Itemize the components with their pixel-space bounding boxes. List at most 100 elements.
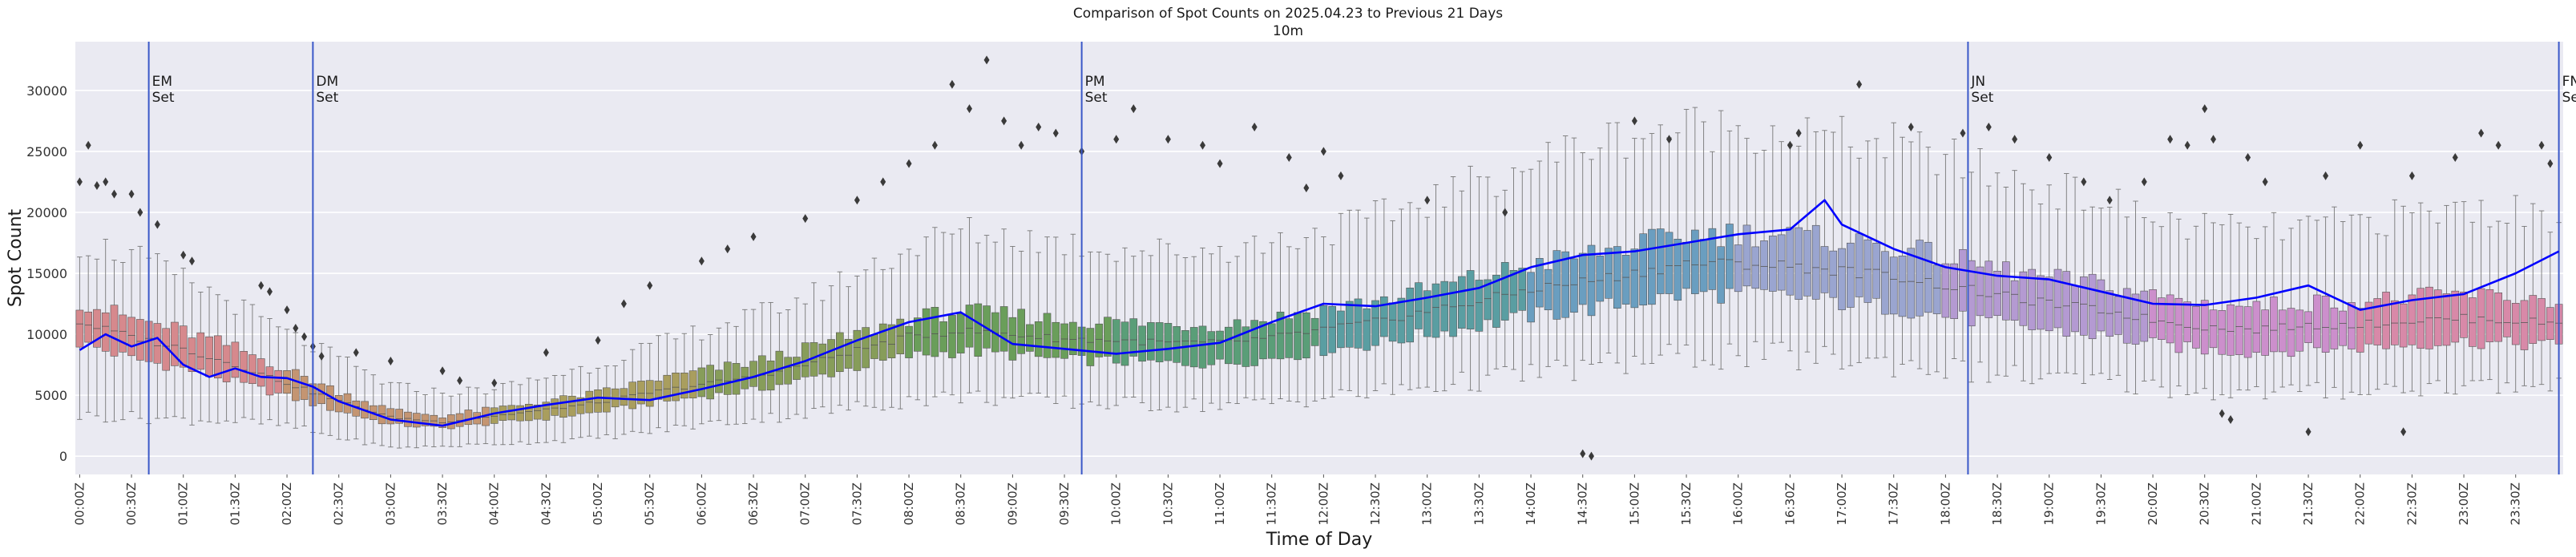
y-tick-label: 15000: [26, 266, 67, 281]
outlier-point: [2046, 153, 2053, 163]
x-tick-label: 15:00Z: [1627, 482, 1641, 526]
event-label: EM: [152, 74, 172, 90]
outlier-point: [1113, 135, 1120, 144]
box: [1932, 264, 1941, 314]
outlier-point: [2408, 171, 2415, 180]
box: [1578, 252, 1587, 305]
x-tick-label: 07:30Z: [850, 482, 864, 526]
axes: 0 5000 10000 15000 20000 25000 30000 00:00Z 00:3…: [26, 83, 2523, 526]
box: [1596, 256, 1605, 302]
event-markers: EMSetDMSetPMSetJNSetFNSet: [147, 42, 2576, 474]
box: [723, 361, 732, 395]
x-tick-label: 06:30Z: [746, 482, 761, 526]
box: [706, 365, 714, 400]
box: [1026, 324, 1034, 352]
box: [205, 336, 213, 377]
box: [1916, 240, 1924, 317]
outlier-point: [595, 336, 601, 345]
outlier-point: [76, 177, 83, 187]
box: [119, 314, 127, 353]
box: [2304, 311, 2312, 343]
box: [1363, 308, 1371, 351]
x-tick-label: 14:00Z: [1524, 482, 1538, 526]
box: [914, 317, 922, 352]
box: [793, 357, 801, 380]
outlier-point: [284, 305, 290, 315]
outlier-point: [85, 140, 91, 150]
box: [2417, 288, 2425, 349]
outlier-point: [1018, 140, 1024, 150]
box: [84, 311, 92, 343]
box: [1941, 263, 1950, 318]
outlier-point: [1320, 147, 1326, 156]
box: [2071, 285, 2079, 333]
box: [2218, 310, 2227, 355]
event-label: Set: [1085, 90, 1108, 106]
box: [395, 409, 403, 424]
y-tick-label: 0: [59, 449, 67, 464]
box: [1173, 326, 1181, 363]
x-tick-label: 08:00Z: [902, 482, 916, 526]
box: [1345, 301, 1354, 348]
box: [1129, 318, 1138, 357]
box: [1458, 276, 1466, 329]
box: [1225, 326, 1233, 365]
outlier-point: [725, 244, 731, 254]
box: [1086, 328, 1095, 366]
box: [1795, 227, 1803, 300]
box: [1388, 302, 1397, 342]
box: [265, 366, 274, 396]
box: [1889, 256, 1898, 315]
box: [2373, 298, 2382, 345]
outlier-point: [2452, 153, 2458, 163]
outlier-point: [387, 357, 394, 366]
box: [101, 312, 110, 352]
box: [153, 323, 162, 364]
outlier-point: [2184, 140, 2190, 150]
box: [2538, 298, 2546, 341]
box: [256, 358, 265, 387]
x-tick-label: 01:30Z: [228, 482, 242, 526]
box: [732, 363, 741, 395]
box: [680, 373, 688, 399]
box: [887, 324, 896, 358]
x-tick-label: 13:00Z: [1420, 482, 1435, 526]
x-axis-label: Time of Day: [1266, 530, 1372, 550]
box: [1147, 322, 1155, 361]
outlier-point: [2219, 409, 2225, 418]
box: [1881, 251, 1889, 315]
box: [965, 305, 974, 348]
box: [1060, 323, 1068, 359]
box: [715, 369, 723, 394]
box: [2010, 280, 2019, 321]
box: [1198, 325, 1207, 369]
outlier-point: [2305, 427, 2312, 437]
box: [2382, 292, 2390, 349]
box: [818, 343, 827, 375]
box: [1233, 319, 1242, 365]
outlier-point: [189, 256, 195, 266]
box: [2511, 303, 2520, 345]
box: [905, 325, 913, 358]
x-tick-label: 18:30Z: [1990, 482, 2005, 526]
box: [1674, 239, 1682, 301]
box: [2321, 296, 2330, 353]
box: [1120, 321, 1129, 366]
box: [948, 315, 956, 358]
box: [1682, 241, 1690, 289]
box: [672, 372, 680, 402]
box: [1104, 317, 1112, 357]
box: [1034, 321, 1043, 357]
box: [784, 357, 792, 385]
box: [2494, 292, 2502, 342]
box: [628, 381, 636, 410]
box: [939, 321, 947, 353]
box: [637, 381, 645, 405]
box: [1536, 258, 1544, 308]
outlier-point: [1666, 135, 1672, 144]
box: [1423, 290, 1431, 337]
event-label: Set: [1971, 90, 1993, 106]
x-tick-label: 03:00Z: [383, 482, 398, 526]
box: [75, 309, 84, 348]
x-tick-label: 15:30Z: [1679, 482, 1694, 526]
